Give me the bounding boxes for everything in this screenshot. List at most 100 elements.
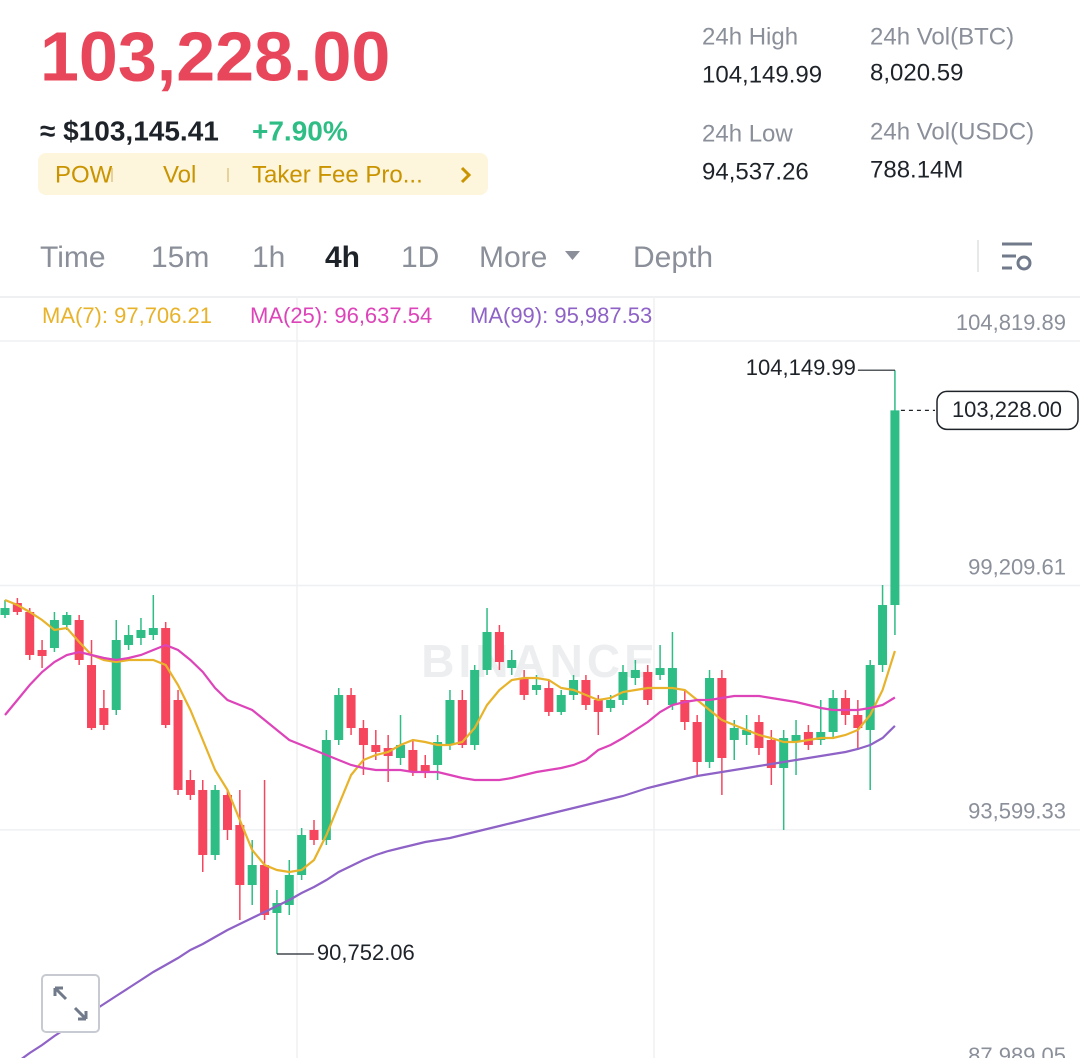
stat-label: 24h Low <box>702 120 793 147</box>
candle-body <box>816 731 826 741</box>
candle-body <box>297 834 307 875</box>
candle-body <box>692 722 702 763</box>
tab[interactable]: 15m <box>151 241 209 274</box>
candle-body <box>766 740 776 769</box>
ma-line <box>4 598 896 874</box>
candle-body <box>408 749 418 772</box>
tag[interactable]: Taker Fee Pro... <box>252 161 423 188</box>
legend-entry: MA(99): 95,987.53 <box>470 303 652 328</box>
price-change: +7.90% <box>252 115 348 146</box>
candle-body <box>519 678 529 695</box>
candle-body <box>840 697 850 715</box>
stat-value: 104,149.99 <box>702 61 822 88</box>
y-tick-label: 104,819.89 <box>956 310 1066 335</box>
candle-body <box>87 665 97 729</box>
stat-label: 24h Vol(USDC) <box>870 118 1034 145</box>
legend-entry: MA(7): 97,706.21 <box>42 303 212 328</box>
tag[interactable]: POW <box>55 161 113 188</box>
candle-body <box>433 742 443 766</box>
candle-body <box>321 740 331 841</box>
candle-body <box>779 737 789 769</box>
expand-icon <box>53 986 88 1021</box>
candle-body <box>62 614 72 626</box>
candle-body <box>507 660 517 669</box>
stat-value: 788.14M <box>870 156 963 183</box>
stat-label: 24h Vol(BTC) <box>870 23 1014 50</box>
tab[interactable]: 4h <box>325 241 360 274</box>
candle-body <box>272 903 282 913</box>
candle-body <box>37 649 47 656</box>
candle-body <box>284 874 294 906</box>
icon-stroke <box>1016 255 1032 271</box>
candle-body <box>148 628 158 635</box>
candle-body <box>161 628 171 726</box>
candle-body <box>828 697 838 732</box>
candle-body <box>865 665 875 730</box>
expand-button-bg <box>41 974 100 1033</box>
chevron-icon <box>460 166 472 184</box>
y-tick-label: 87,989.05 <box>968 1043 1066 1058</box>
tab[interactable]: More <box>479 241 547 274</box>
high-label: 104,149.99 <box>746 355 856 380</box>
candle-body <box>358 728 368 746</box>
tab[interactable]: 1D <box>401 241 439 274</box>
candle-body <box>667 668 677 706</box>
settings-icon[interactable] <box>1002 242 1032 271</box>
candle-body <box>99 708 109 726</box>
y-tick-label: 99,209.61 <box>968 554 1066 579</box>
candle-body <box>717 678 727 758</box>
stat-value: 8,020.59 <box>870 59 963 86</box>
candle-body <box>853 714 863 729</box>
tab[interactable]: 1h <box>252 241 285 274</box>
candle-body <box>457 700 467 746</box>
last-price-label: 103,228.00 <box>952 397 1062 422</box>
last-price-box <box>936 390 1079 431</box>
candle-body <box>210 789 220 855</box>
candle-body <box>49 620 59 649</box>
candle-body <box>0 608 10 615</box>
candle-body <box>791 734 801 743</box>
candle-body <box>470 669 480 746</box>
tab[interactable]: Time <box>40 241 106 274</box>
candle-body <box>630 669 640 679</box>
candle-body <box>309 829 319 841</box>
candle-body <box>618 671 628 701</box>
candle-body <box>12 603 22 612</box>
stat-value: 94,537.26 <box>702 158 809 185</box>
expand-button[interactable] <box>41 974 100 1033</box>
last-price: 103,228.00 <box>40 17 390 95</box>
candle-body <box>655 668 665 675</box>
candle-body <box>235 825 245 886</box>
candle-body <box>556 694 566 712</box>
candle-body <box>890 410 900 606</box>
candle-body <box>680 700 690 723</box>
candle-body <box>482 631 492 670</box>
candle-body <box>445 700 455 746</box>
candle-body <box>742 729 752 735</box>
plot <box>0 370 900 1058</box>
candle-body <box>185 780 195 795</box>
stat-label: 24h High <box>702 23 798 50</box>
grid <box>0 296 1080 1058</box>
tag-pill[interactable] <box>38 153 488 195</box>
candle-body <box>420 765 430 772</box>
candle-body <box>247 865 257 886</box>
tag[interactable]: Vol <box>163 161 196 188</box>
legend-entry: MA(25): 96,637.54 <box>250 303 432 328</box>
candle-body <box>74 620 84 661</box>
candle-body <box>198 789 208 855</box>
candle-body <box>346 694 356 729</box>
candle-body <box>334 694 344 741</box>
candle-body <box>124 634 134 646</box>
candle-body <box>569 680 579 695</box>
candle-body <box>494 631 504 663</box>
candle-body <box>173 700 183 790</box>
candle-body <box>396 745 406 758</box>
tab[interactable]: Depth <box>633 241 713 274</box>
ma-line <box>21 725 896 1058</box>
tag-pill-bg <box>38 153 488 195</box>
ma-line <box>4 643 896 782</box>
overlay: 104,149.99 90,752.06 103,228.00 <box>276 355 1079 965</box>
